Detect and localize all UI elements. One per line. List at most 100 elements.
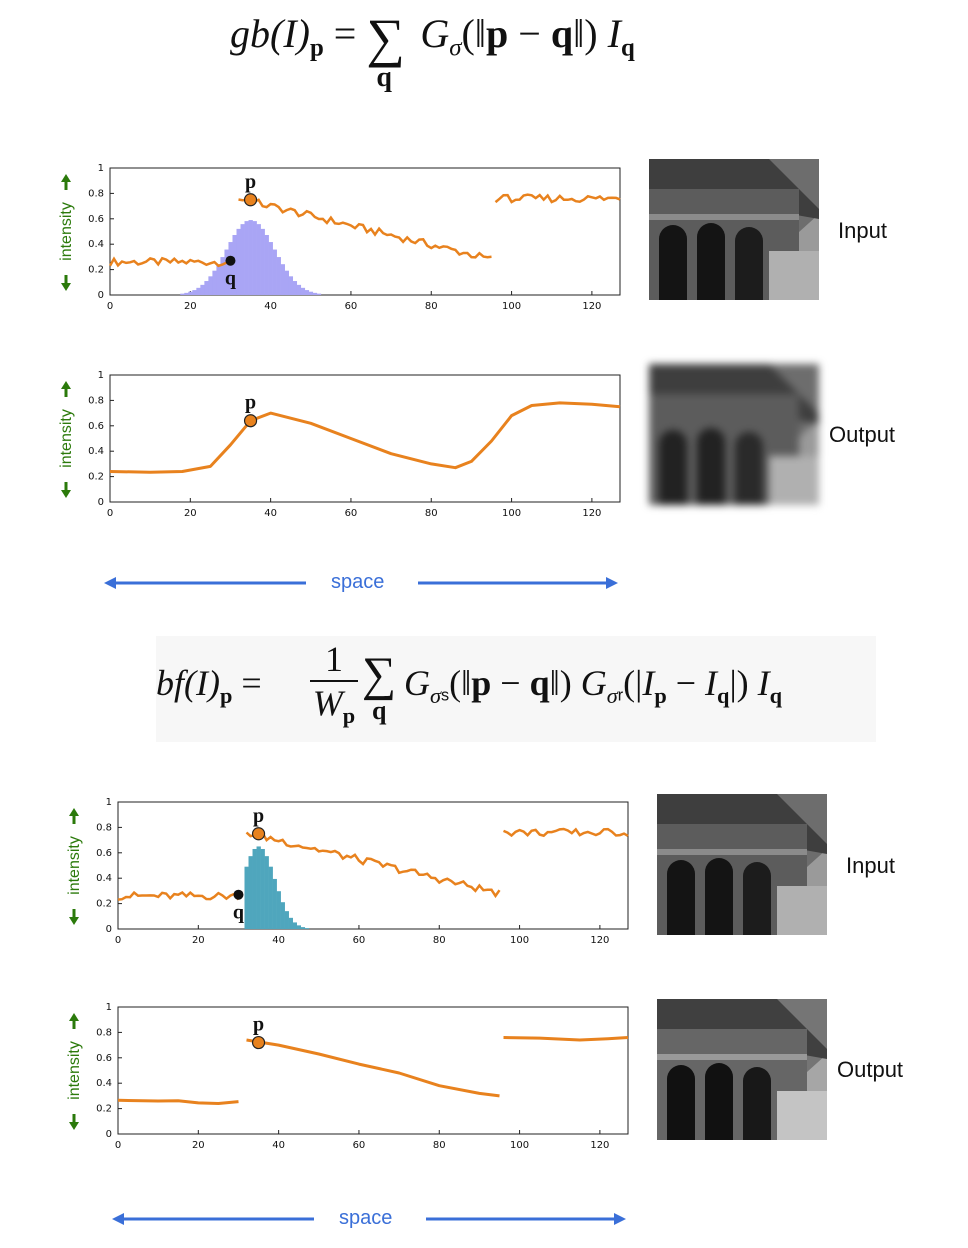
gaussian-input-plot: 0 0.2 0.4 0.6 0.8 1 0 20 40 60 80 100 120 intensity p q: [58, 163, 621, 312]
signal-segment: [503, 827, 629, 838]
x-tick-label: 0: [115, 935, 121, 946]
x-tick-label: 60: [353, 935, 366, 946]
y-tick-label: 0.8: [88, 395, 104, 406]
y-tick-label: 1: [106, 1002, 112, 1013]
plot-frame: [117, 1006, 629, 1135]
y-tick-label: 0.2: [88, 265, 104, 276]
kernel-bar: [284, 911, 289, 929]
kernel-bar: [188, 291, 193, 295]
iq-sub: q: [717, 682, 730, 708]
kernel-bar: [228, 242, 233, 295]
intensity-arrow-up-icon: [69, 808, 79, 816]
x-tick-label: 80: [425, 301, 438, 312]
kernel-bar: [240, 224, 245, 295]
space-arrow-1: [104, 577, 618, 589]
y-tick-label: 0.8: [88, 188, 104, 199]
kernel-bar: [296, 284, 302, 295]
kernel-bar: [252, 848, 257, 929]
kernel-bar: [196, 287, 201, 295]
kernel-bar: [224, 249, 229, 295]
space-arrow-left-head: [104, 577, 116, 589]
x-tick-label: 120: [590, 935, 609, 946]
x-tick-label: 80: [425, 508, 438, 519]
bilateral-output-photo: [657, 999, 827, 1140]
x-tick-label: 0: [107, 508, 113, 519]
space-arrow-right-head: [606, 577, 618, 589]
plot-frame: [109, 167, 621, 296]
building-photo-blurred: [649, 364, 819, 505]
norm-open: (‖: [461, 11, 487, 56]
y-tick-label: 0.4: [88, 239, 104, 250]
intensity-axis-label: intensity: [58, 202, 75, 261]
intensity-arrow-down-icon: [69, 1122, 79, 1130]
y-tick-label: 1: [98, 370, 104, 381]
intensity-axis-label: intensity: [66, 836, 83, 895]
kernel-bar: [200, 284, 205, 295]
p-marker: [251, 1035, 266, 1050]
bf-lhs: bf(I)p =: [156, 662, 262, 709]
filtered-signal-segment: [503, 1036, 629, 1042]
y-tick-label: 0.6: [96, 1053, 112, 1064]
x-tick-label: 100: [510, 935, 529, 946]
signal-segment: [238, 198, 492, 259]
smoothed-signal: [109, 401, 621, 474]
kernel-bar: [248, 856, 253, 929]
intensity-arrow-up-icon: [69, 1013, 79, 1021]
kernel-r: G: [580, 663, 607, 703]
bf-sub-p: p: [219, 682, 233, 708]
y-tick-label: 0.6: [88, 214, 104, 225]
building-photo-smoothed: [657, 999, 827, 1140]
kernel-bar: [284, 270, 290, 295]
kernel-bar: [280, 902, 285, 929]
kernel-bar: [244, 866, 249, 929]
gb-kernel-sub: σ: [449, 34, 462, 62]
x-tick-label: 100: [510, 1140, 529, 1151]
space-label-2: space: [339, 1207, 393, 1229]
kernel-bar: [300, 287, 306, 295]
kernel-s-subsub: s: [441, 686, 450, 705]
q-marker: [225, 255, 236, 266]
gb-arg: (I): [270, 11, 310, 56]
y-tick-label: 0.2: [88, 472, 104, 483]
gb-sum: ∑ q: [366, 10, 410, 93]
y-tick-label: 0: [106, 1129, 112, 1140]
frac-bar: [310, 680, 358, 682]
kernel-bar: [192, 290, 197, 295]
kernel-bar: [272, 249, 277, 295]
kernel-bar: [244, 221, 249, 295]
kernel-bar: [236, 228, 241, 295]
ip-sub: p: [654, 682, 667, 708]
x-tick-label: 60: [345, 301, 358, 312]
kernel-bar: [292, 922, 298, 929]
kernel-bar: [260, 848, 265, 929]
x-tick-label: 40: [272, 1140, 285, 1151]
intensity-arrow-down-icon: [61, 490, 71, 498]
y-tick-label: 0.2: [96, 1104, 112, 1115]
y-tick-label: 0.6: [88, 421, 104, 432]
kernel-bar: [300, 927, 306, 929]
norm-close: ‖): [573, 11, 598, 56]
p-label: p: [245, 171, 256, 193]
kernel-bar: [304, 928, 310, 929]
bf-q: q: [529, 663, 550, 703]
bilateral-filter-equation: bf(I)p = 1 Wp ∑ q Gσs(‖p − q‖) Gσr(|Ip −…: [156, 636, 876, 742]
space-arrow-right-head-2: [614, 1213, 626, 1225]
ip: I: [642, 663, 655, 703]
abs-open: (|: [623, 663, 643, 703]
kernel-bar: [288, 917, 293, 929]
q-label: q: [233, 902, 244, 924]
iq: I: [705, 663, 718, 703]
gaussian-blur-equation: gb(I)p = ∑ q Gσ(‖p − q‖) Iq: [230, 10, 635, 93]
kernel-bar: [184, 292, 189, 295]
intensity-arrow-up-icon: [61, 381, 71, 389]
kernel-r-sub: σ: [606, 682, 618, 708]
intensity-axis-label: intensity: [58, 409, 75, 468]
bf-minus2: −: [666, 663, 706, 703]
kernel-bar: [308, 291, 314, 295]
bf-p: p: [471, 663, 492, 703]
plot-frame: [117, 801, 629, 930]
p-marker: [243, 193, 258, 207]
kernel-bar: [268, 866, 273, 929]
sum-sub-q: q: [376, 62, 392, 93]
bf-norm-close: ‖): [549, 663, 572, 703]
